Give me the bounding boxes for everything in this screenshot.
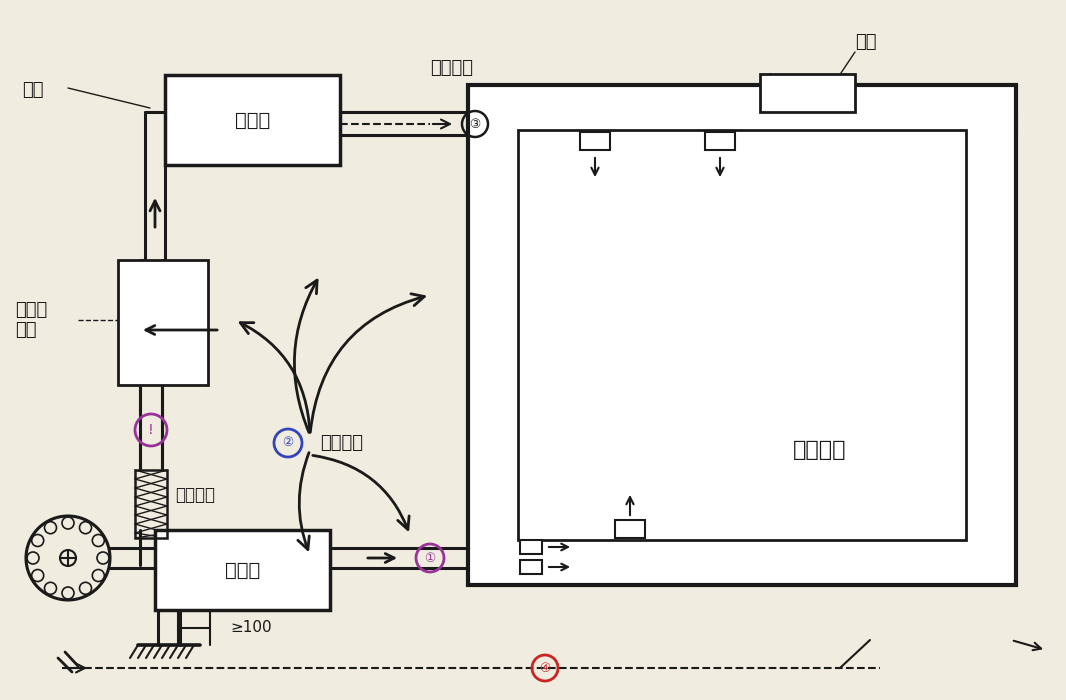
Text: ②: ②: [282, 437, 293, 449]
Text: 三通: 三通: [855, 33, 876, 51]
Bar: [155, 530, 330, 610]
Text: 环境噪声: 环境噪声: [320, 434, 364, 452]
Text: 消声器: 消声器: [235, 111, 270, 130]
Text: 消音器: 消音器: [225, 561, 260, 580]
Text: ③: ③: [469, 118, 481, 130]
Text: ④: ④: [539, 662, 551, 675]
Bar: [135, 470, 167, 538]
Text: 弯头: 弯头: [22, 81, 44, 99]
Text: ①: ①: [424, 552, 436, 564]
Bar: [520, 560, 542, 574]
Text: !: !: [148, 423, 154, 437]
Text: 防振接头: 防振接头: [175, 486, 215, 504]
Bar: [760, 74, 855, 112]
Text: ≥100: ≥100: [230, 620, 272, 636]
Text: 空气洗: 空气洗: [15, 301, 47, 319]
Text: 滤箱: 滤箱: [15, 321, 36, 339]
Bar: [468, 85, 1016, 585]
Text: 通风房间: 通风房间: [793, 440, 846, 460]
Bar: [165, 75, 340, 165]
Bar: [615, 520, 645, 538]
Bar: [118, 260, 208, 385]
Bar: [580, 132, 610, 150]
Bar: [518, 130, 966, 540]
Bar: [520, 540, 542, 554]
Bar: [705, 132, 734, 150]
Text: 再生噪声: 再生噪声: [430, 59, 473, 77]
